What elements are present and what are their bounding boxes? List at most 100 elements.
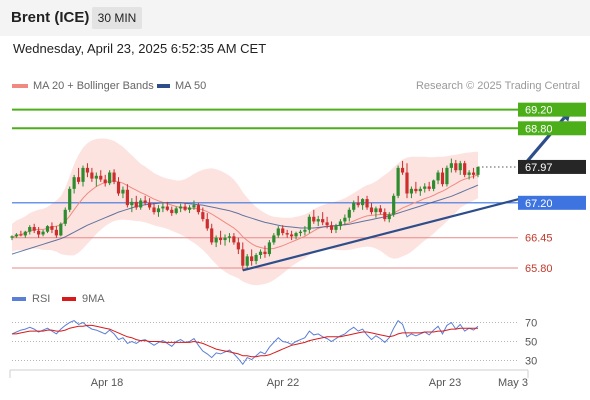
candle — [10, 235, 14, 241]
candle — [263, 245, 267, 258]
candle-body — [387, 214, 391, 220]
candle — [423, 183, 427, 193]
candle — [94, 172, 98, 187]
candle — [329, 221, 334, 234]
candle-body — [121, 189, 125, 194]
candle-body — [59, 223, 63, 236]
candle — [400, 160, 405, 175]
candle — [205, 213, 209, 231]
candle — [32, 223, 36, 234]
candle — [427, 181, 431, 192]
candle-body — [236, 242, 240, 250]
candle-body — [352, 202, 356, 210]
candle — [50, 222, 54, 234]
rsi-label: RSI — [32, 293, 51, 305]
candle-body — [134, 201, 138, 208]
candle — [218, 230, 223, 245]
candle-body — [19, 234, 23, 236]
candlesticks — [10, 158, 480, 271]
candle-body — [281, 228, 285, 234]
candle-body — [10, 236, 14, 238]
candle — [471, 167, 476, 179]
candle-body — [170, 209, 174, 214]
candle-body — [432, 180, 436, 189]
header-bar: Brent (ICE) 30 MIN — [0, 0, 590, 36]
candle-body — [45, 226, 50, 232]
candle-body — [223, 237, 227, 241]
candle — [68, 186, 72, 213]
candle-body — [94, 175, 98, 179]
candle-body — [227, 236, 232, 238]
candle — [250, 249, 254, 266]
candle — [414, 181, 418, 194]
candle-body — [245, 256, 249, 266]
candle — [108, 170, 112, 186]
candle-body — [369, 207, 374, 213]
candle-body — [196, 205, 200, 213]
candle — [343, 214, 347, 226]
candle — [352, 200, 356, 213]
resistance-label-68-80: 68.80 — [525, 123, 553, 135]
candle — [449, 158, 453, 173]
legend-9ma: 9MA — [62, 293, 105, 305]
candle — [294, 231, 298, 240]
candle-body — [214, 237, 218, 243]
candle — [241, 242, 245, 271]
legend-rsi: RSI — [12, 293, 50, 305]
ma20-label: MA 20 + Bollinger Bands — [33, 80, 154, 92]
candle — [347, 207, 351, 222]
candle-body — [201, 212, 205, 220]
candle — [374, 206, 378, 218]
candle — [147, 198, 152, 210]
candle — [81, 165, 85, 187]
candle-body — [103, 179, 107, 184]
candle — [463, 160, 467, 178]
candle-body — [272, 235, 276, 243]
support-trendline — [242, 197, 523, 272]
candle — [383, 208, 387, 222]
ma50-line — [11, 184, 479, 255]
candle — [14, 233, 19, 238]
candle — [99, 170, 103, 182]
timeframe-button[interactable]: 30 MIN — [92, 7, 142, 29]
candle-body — [28, 227, 32, 232]
candle-body — [303, 229, 307, 232]
candle — [316, 215, 320, 227]
candle-body — [361, 199, 365, 206]
rsi-tick-30: 30 — [525, 356, 537, 368]
candle-body — [285, 233, 289, 235]
support-label-65-80: 65.80 — [525, 263, 553, 275]
candle — [125, 184, 129, 208]
candle-body — [156, 208, 161, 213]
report-datetime: Wednesday, April 23, 2025 6:52:35 AM CET — [13, 41, 267, 56]
candle — [210, 223, 214, 245]
candle-body — [32, 227, 36, 231]
candle — [361, 198, 365, 210]
rsi-line — [11, 319, 479, 366]
candle-body — [250, 256, 254, 262]
legend-ma50: MA 50 — [157, 80, 206, 92]
ma50-swatch — [157, 84, 170, 89]
candle-body — [290, 234, 294, 237]
candle — [72, 174, 76, 194]
candle — [45, 225, 50, 234]
candle-body — [400, 167, 405, 173]
candle-body — [205, 219, 209, 229]
candle — [272, 233, 276, 245]
candle-body — [471, 172, 476, 175]
candle — [396, 165, 400, 199]
candle-body — [143, 200, 147, 203]
candle — [476, 166, 480, 178]
candle — [338, 219, 343, 230]
candle-body — [356, 202, 360, 206]
candle — [192, 200, 196, 210]
candle-body — [37, 230, 41, 235]
candle-body — [467, 172, 471, 175]
candle — [134, 195, 138, 210]
candle-body — [298, 231, 303, 234]
candle-body — [392, 195, 396, 215]
candle — [19, 230, 23, 237]
candle-body — [258, 251, 263, 255]
ma20-swatch — [12, 84, 28, 89]
last_price-label-67-97: 67.97 — [525, 162, 553, 174]
